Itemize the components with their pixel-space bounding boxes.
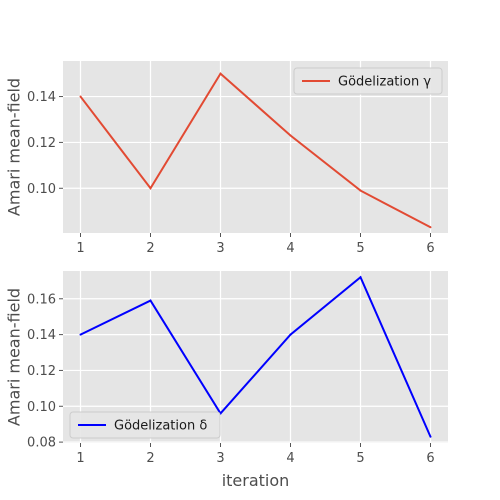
data-point: [79, 333, 82, 336]
subplot-2: 1 2 3 4 5 6 0.08 0.10 0.12 0.14 0.16 Gödelization δ…: [5, 271, 448, 490]
legend-frame: [293, 67, 443, 95]
x-tick-label: 3: [216, 241, 224, 256]
y-axis-label: Amari mean-field: [5, 288, 24, 426]
y-tick-label: 0.08: [27, 436, 56, 451]
x-tick-label: 5: [356, 241, 364, 256]
y-tick-label: 0.12: [27, 136, 56, 151]
data-point: [289, 333, 292, 336]
legend-frame: [69, 411, 221, 439]
data-point: [149, 299, 152, 302]
data-point: [149, 187, 152, 190]
y-tick-label: 0.14: [27, 328, 56, 343]
subplot-1: 1 2 3 4 5 6 0.10 0.12 0.14 Gödelization γ Amari me…: [5, 61, 448, 256]
series-line: [79, 72, 431, 229]
data-point: [429, 435, 432, 438]
legend: Gödelization δ: [69, 411, 221, 439]
y-tick-label: 0.14: [27, 90, 56, 105]
x-tick-label: 6: [426, 241, 434, 256]
data-point: [429, 226, 432, 229]
data-point: [79, 95, 82, 98]
x-tick-label: 5: [356, 451, 364, 466]
data-point: [359, 276, 362, 279]
x-tick-label: 2: [146, 241, 154, 256]
data-point: [219, 72, 222, 75]
x-tick-label: 3: [216, 451, 224, 466]
y-axis-label: Amari mean-field: [5, 78, 24, 216]
legend-label: Gödelization δ: [114, 419, 207, 434]
x-tick-label: 4: [286, 451, 294, 466]
x-tick-label: 4: [286, 241, 294, 256]
y-tick-label: 0.12: [27, 364, 56, 379]
data-point: [289, 134, 292, 137]
x-tick-label: 1: [76, 451, 84, 466]
y-tick-label: 0.16: [27, 292, 56, 307]
series-line: [80, 275, 432, 438]
legend: Gödelization γ: [293, 67, 443, 95]
x-tick-label: 2: [146, 451, 154, 466]
x-tick-label: 6: [426, 451, 434, 466]
x-axis-label: iteration: [222, 471, 290, 490]
y-tick-label: 0.10: [27, 400, 56, 415]
legend-label: Gödelization γ: [338, 75, 431, 90]
data-point: [359, 189, 362, 192]
y-tick-label: 0.10: [27, 182, 56, 197]
x-tick-label: 1: [76, 241, 84, 256]
